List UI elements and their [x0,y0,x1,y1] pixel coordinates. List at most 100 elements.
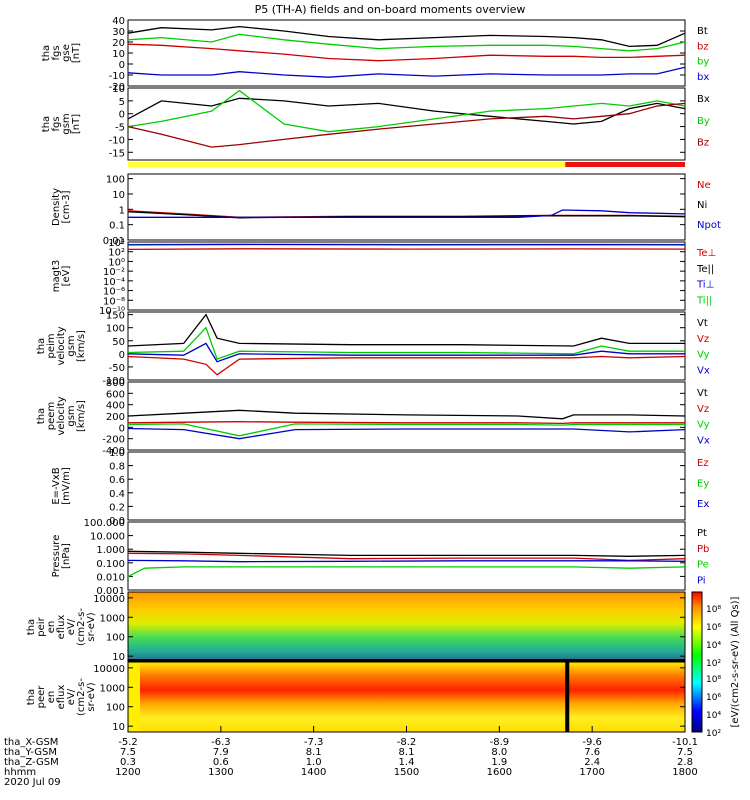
xtick-hhmm-1: 1300 [208,767,233,778]
legend-pressure-3: Pi [697,575,706,586]
ytick-label-ion_vel-4: -50 [109,363,125,374]
ytick-label-fgs-3: 10 [112,49,125,60]
ytick-label-fgs-0: 40 [112,16,125,27]
panel-frame-ele_vel [127,381,686,451]
ytick-label-density-1: 10 [112,190,125,201]
ylabel-temp-0: magt3 [51,260,62,293]
legend-ion_vel-3: Vx [697,365,710,376]
colorbar-tick-lower-2: 10⁴ [706,711,721,721]
legend-temp-0: Te⊥ [696,248,716,259]
xrow-label-3: hhmm [4,767,36,778]
xtick-hhmm-0: 1200 [115,767,140,778]
ytick-label-pressure-1: 10.000 [90,532,125,543]
ytick-label-fgs_gsm-2: 0 [119,110,125,121]
ylabel-ion_vel-1: peim [46,333,57,358]
ylabel-ele_spec-1: peer [36,685,47,709]
legend-efield-2: Ex [697,499,709,510]
legend-fgs_gsm-1: By [697,116,710,127]
ytick-label-ele_vel-3: 200 [106,412,125,423]
ylabel-fgs-3: [nT] [71,43,82,63]
colorbar [691,591,703,733]
date-label: 2020 Jul 09 [4,777,61,788]
series-density-npot [128,209,686,218]
ytick-label-ele_spec-0: 10000 [93,664,125,675]
xtick-hhmm-4: 1600 [487,767,512,778]
ylabel-pressure-1: [nPa] [61,543,72,569]
ytick-label-efield-1: 0.8 [109,462,125,473]
ytick-label-efield-4: 0.2 [109,502,125,513]
legend-ele_vel-2: Vy [697,420,710,431]
ytick-label-pressure-2: 1.000 [96,545,125,556]
xrow-label-0: tha_X-GSM [4,737,58,748]
xtick-x_gsm-5: -9.6 [582,737,602,748]
ytick-label-ion_vel-0: 150 [106,311,125,322]
series-fgs_gsm-bz [127,102,686,148]
ytick-label-ele_vel-5: -200 [102,435,125,446]
ylabel-fgs_gsm-3: [nT] [71,114,82,134]
ytick-label-ion_vel-5: -100 [102,376,125,387]
series-ele_vel-vt [127,409,686,420]
ytick-label-ele_spec-2: 100 [106,703,125,714]
series-pressure-pi [127,559,686,563]
ytick-label-ion_spec-2: 100 [106,633,125,644]
ylabel-ele_vel-4: [km/s] [76,400,87,432]
legend-fgs-3: bx [697,72,709,83]
xtick-x_gsm-4: -8.9 [490,737,510,748]
ion-spectrogram-floor [128,659,685,662]
legend-ele_vel-0: Vt [697,388,708,399]
ylabel-pressure-0: Pressure [51,535,62,578]
ytick-label-fgs_gsm-0: 10 [112,84,125,95]
legend-fgs_gsm-2: Bz [697,138,709,149]
xtick-y_gsm-5: 7.6 [584,747,600,758]
ylabel-ion_vel-0: tha [36,338,47,354]
xtick-y_gsm-6: 7.5 [677,747,693,758]
series-ele_vel-vy [127,423,685,437]
ytick-label-ele_spec-1: 1000 [100,683,125,694]
ytick-label-pressure-3: 0.100 [96,559,125,570]
ytick-label-fgs-1: 30 [112,27,125,38]
xtick-z_gsm-5: 2.4 [584,757,600,768]
ylabel-ion_spec-2: en [46,621,57,634]
ylabel-ion_spec-5: (cm2-s- [76,608,87,646]
legend-ion_vel-2: Vy [697,350,710,361]
ylabel-ion_spec-4: eV/ [66,618,77,635]
xtick-hhmm-5: 1700 [579,767,604,778]
ylabel-ion_spec-6: sr-eV) [86,612,97,641]
colorbar-tick-lower-3: 10² [706,729,721,739]
series-pressure-pb [127,552,686,562]
ytick-label-efield-5: 0.0 [109,516,125,527]
colorbar-label: [eV/(cm2-s-sr-eV) (All Qs)] [730,596,741,727]
ytick-label-ion_spec-3: 10 [112,652,125,663]
ytick-label-density-0: 100 [106,175,125,186]
legend-pressure-0: Pt [697,528,707,539]
ytick-label-fgs_gsm-4: -10 [109,135,125,146]
legend-temp-3: Ti|| [696,295,712,306]
series-pressure-pt [127,550,686,557]
legend-fgs-2: by [697,57,709,68]
legend-ele_vel-1: Vz [697,404,709,415]
xtick-z_gsm-0: 0.3 [120,757,136,768]
xtick-y_gsm-0: 7.5 [120,747,136,758]
ytick-label-density-2: 1 [119,205,125,216]
ytick-label-fgs_gsm-3: -5 [115,123,125,134]
xtick-hhmm-2: 1400 [301,767,326,778]
electron-spectrogram-start-band [128,662,140,732]
colorbar-tick-1: 10⁶ [706,623,721,633]
xtick-hhmm-3: 1500 [394,767,419,778]
series-ion_vel-vy [127,326,685,360]
xtick-z_gsm-2: 1.0 [306,757,322,768]
xtick-x_gsm-1: -6.3 [211,737,231,748]
series-fgs-bz [127,43,686,62]
series-ele_vel-vx [127,427,686,440]
ylabel-ele_spec-4: eV/ [66,688,77,705]
ylabel-ele_vel-0: tha [36,408,47,424]
mode-bar-segment-1 [565,162,685,167]
colorbar-tick-3: 10² [706,659,721,669]
xtick-y_gsm-3: 8.1 [399,747,415,758]
panel-frame-density [127,173,686,241]
legend-fgs_gsm-0: Bx [697,94,710,105]
ytick-label-fgs-4: 0 [119,60,125,71]
series-pressure-pe [127,566,686,577]
ylabel-ion_vel-4: [km/s] [76,330,87,362]
